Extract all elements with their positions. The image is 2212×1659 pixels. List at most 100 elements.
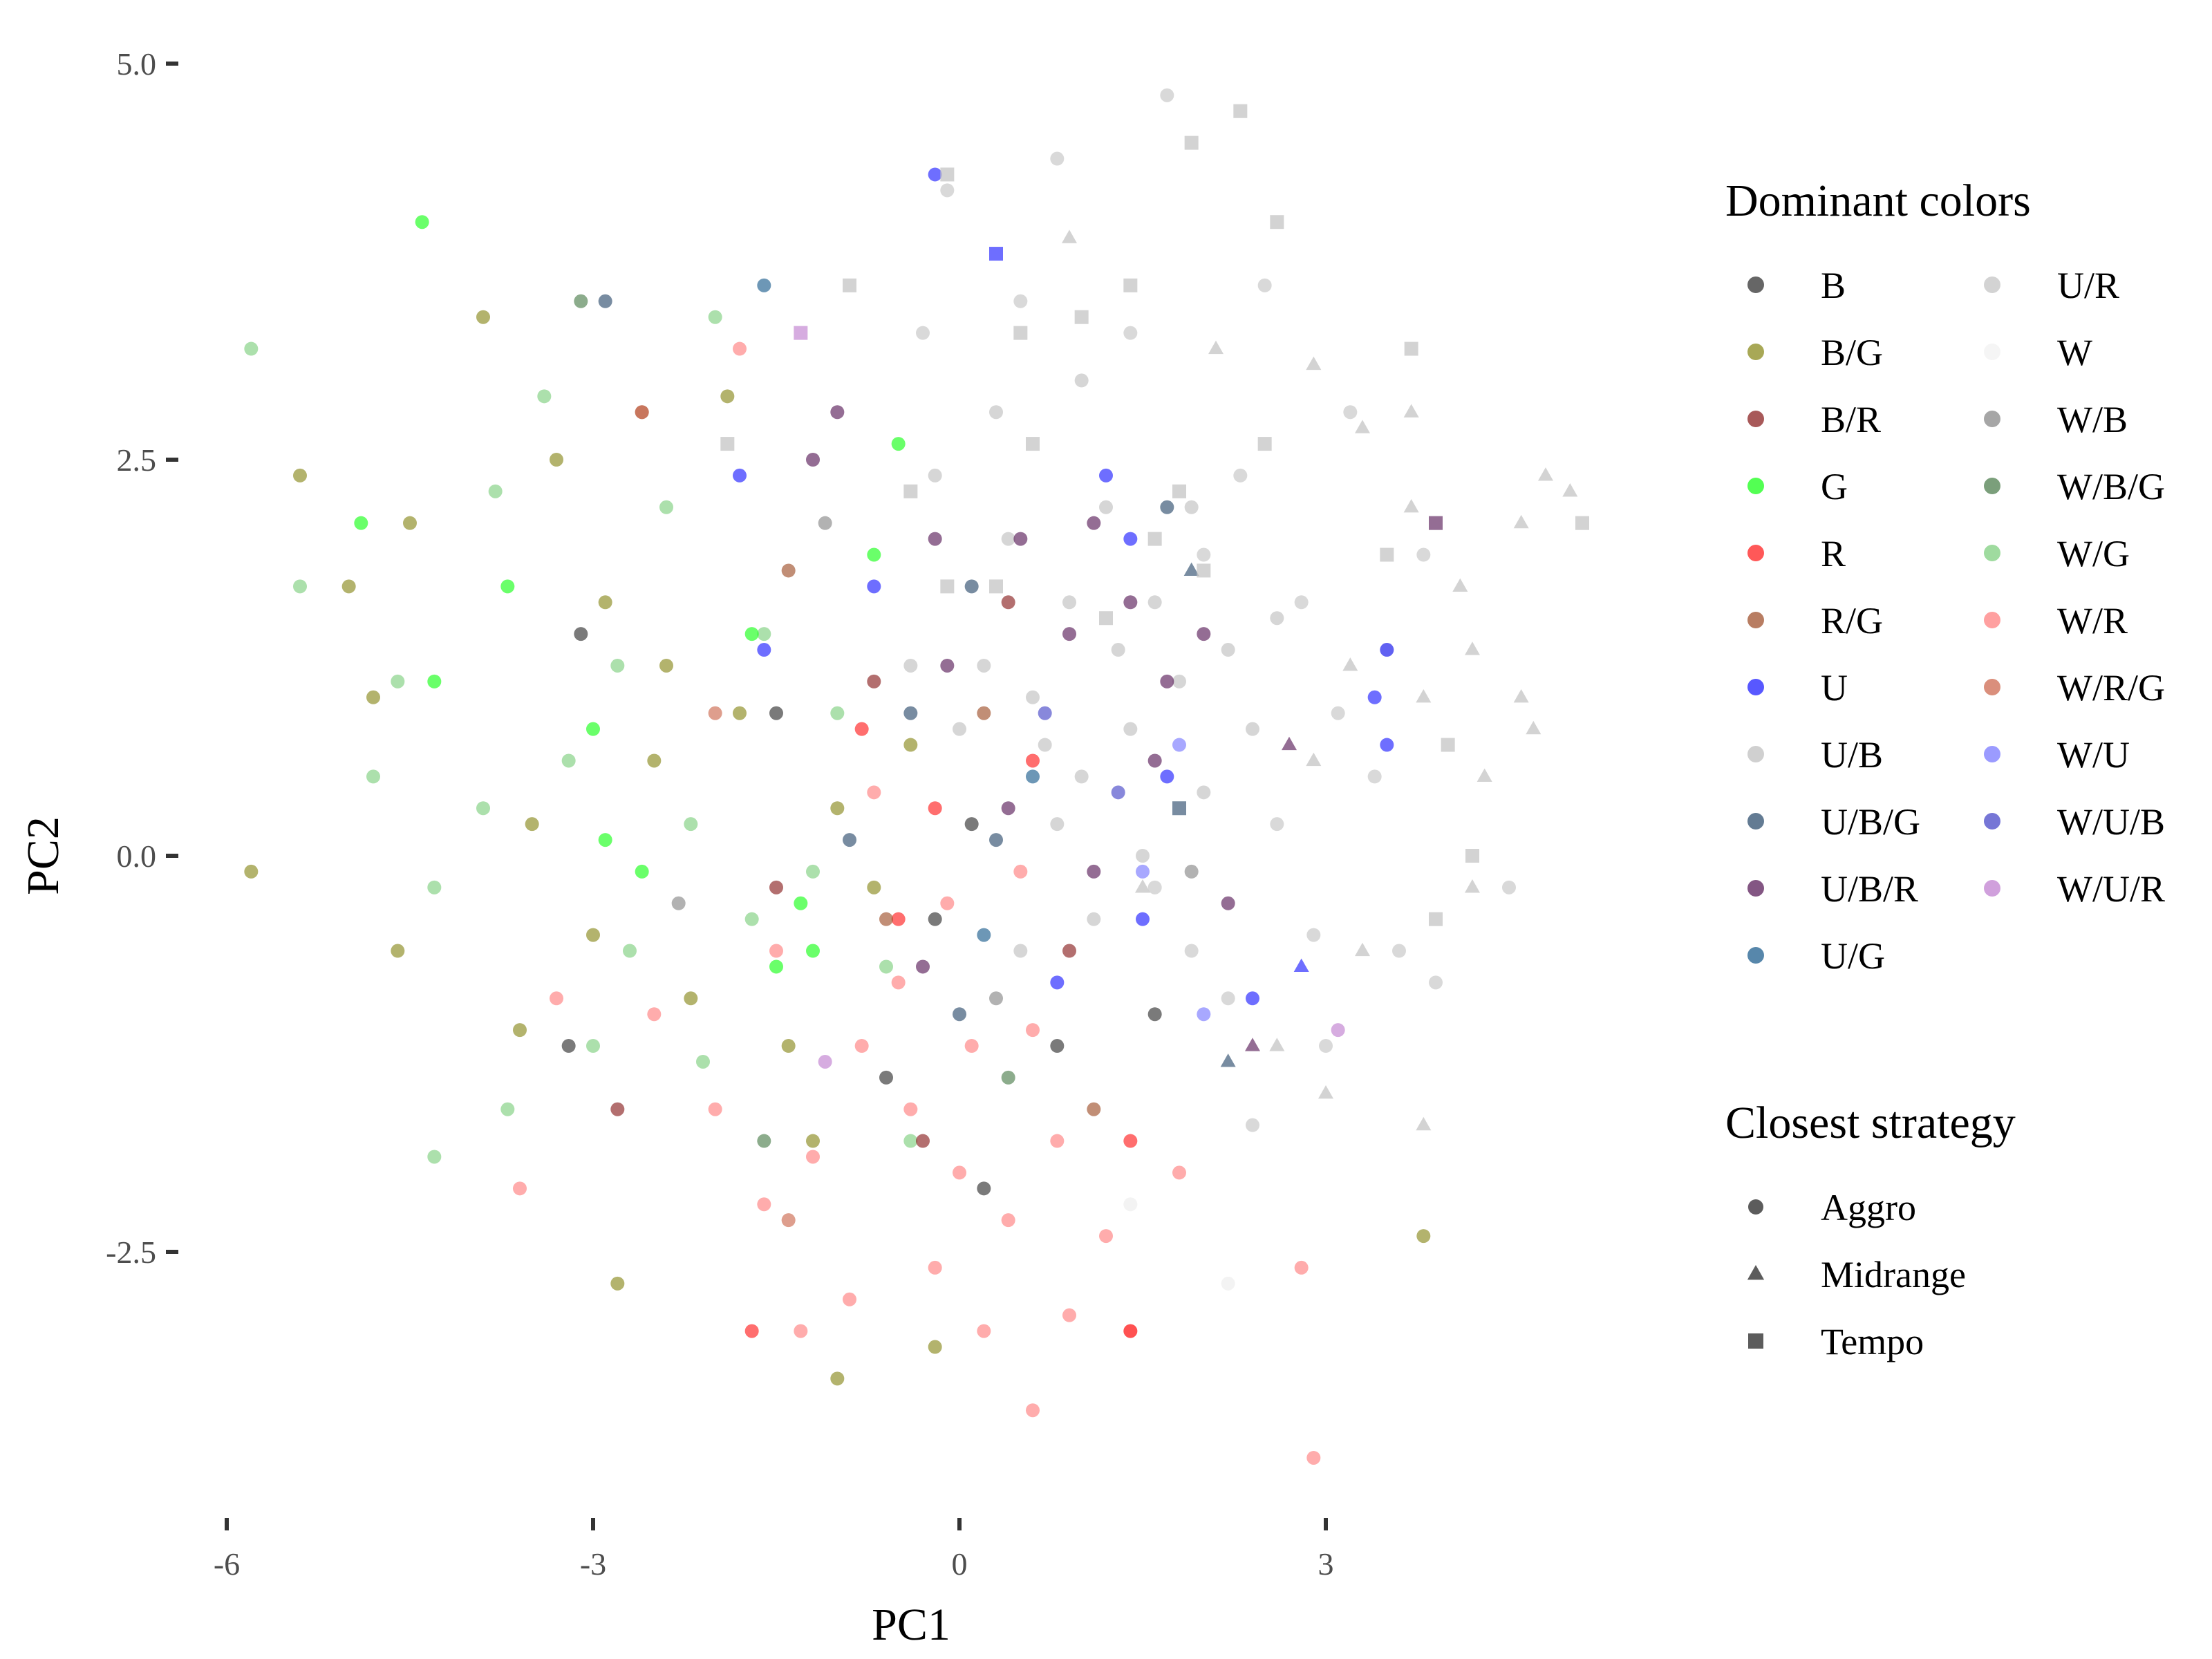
legend-colors-title: Dominant colors — [1725, 176, 2031, 226]
point-w-r — [928, 1260, 942, 1275]
point-b — [964, 817, 979, 832]
point-w-g — [757, 627, 771, 641]
legend-key-u-b — [1747, 746, 1764, 762]
legend-key-r — [1747, 545, 1764, 561]
point-u-b — [1050, 817, 1065, 832]
point-u — [1380, 738, 1394, 752]
point-u-r — [1160, 88, 1174, 102]
point-b-g — [806, 1134, 820, 1148]
point-w-r — [794, 1324, 808, 1338]
point-tempo — [1257, 437, 1272, 451]
point-tempo — [1184, 135, 1199, 150]
point-u-r — [1392, 944, 1406, 958]
y-tick-label: 0.0 — [117, 838, 157, 874]
point-tempo — [1465, 849, 1479, 863]
point-midrange — [1452, 578, 1468, 592]
point-u — [733, 468, 747, 482]
point-w-r — [1306, 1450, 1321, 1465]
point-u-b — [903, 658, 918, 673]
point-r-g — [977, 706, 991, 720]
legend-key-w-b-g — [1984, 478, 2000, 494]
point-u-b — [1074, 769, 1089, 784]
point-b-g — [341, 579, 356, 594]
point-u — [1099, 468, 1113, 482]
point-w-r — [769, 944, 783, 958]
point-u-r — [1123, 326, 1138, 340]
legend-key-u-g — [1747, 947, 1764, 964]
point-tempo — [1147, 532, 1162, 546]
point-w-r — [940, 896, 955, 910]
x-axis-title: PC1 — [872, 1600, 950, 1650]
point-u — [1246, 991, 1259, 1006]
y-axis-title: PC2 — [18, 816, 68, 895]
point-u — [867, 579, 881, 594]
legend-label: W/U — [2057, 734, 2130, 776]
point-u-b — [977, 658, 991, 673]
point-midrange — [1537, 467, 1554, 481]
legend-key-w-u-b — [1984, 813, 2000, 830]
point-r-g — [781, 563, 796, 578]
point-w-u — [1172, 738, 1186, 752]
point-r — [744, 1324, 759, 1338]
point-w-r — [843, 1292, 856, 1306]
point-w-r — [708, 1102, 722, 1116]
point-u-b — [1184, 500, 1199, 514]
point-tempo — [1441, 738, 1455, 752]
point-b-g — [903, 738, 918, 752]
point-r — [1123, 1134, 1138, 1148]
point-u-r — [1257, 278, 1272, 292]
point-u-r — [1343, 405, 1358, 420]
point-tempo — [940, 579, 955, 594]
point-w-r-g — [781, 1213, 796, 1228]
point-u-b — [1111, 643, 1125, 657]
point-midrange — [1061, 229, 1078, 243]
point-w-b-g — [574, 294, 588, 308]
point-u-b — [1038, 738, 1052, 752]
point-u-r — [1502, 880, 1516, 894]
point-u-b — [1136, 849, 1150, 863]
legend-key-w-u — [1984, 746, 2000, 762]
point-u-g — [757, 278, 771, 292]
point-w-r — [903, 1102, 918, 1116]
point-w-g — [696, 1054, 710, 1069]
point-w-r — [891, 975, 906, 990]
legend-key-u-r — [1984, 276, 2000, 293]
point-w-g — [500, 1102, 515, 1116]
point-w-r — [1062, 1308, 1076, 1322]
point-b-r — [769, 880, 783, 894]
y-tick-label: 2.5 — [117, 442, 157, 478]
point-b-g — [928, 1340, 942, 1354]
point-b-r — [1062, 944, 1076, 958]
legend-key-b-r — [1747, 411, 1764, 427]
point-u — [1123, 532, 1138, 546]
point-tempo — [1123, 278, 1138, 292]
legend-label: Tempo — [1821, 1321, 1924, 1362]
point-b-g — [781, 1039, 796, 1053]
point-w-r — [647, 1007, 662, 1022]
point-u-r — [1246, 1118, 1259, 1132]
point-u-r — [1197, 547, 1211, 562]
point-g — [867, 547, 881, 562]
point-w-r — [1001, 1213, 1015, 1228]
legend-key-u — [1747, 679, 1764, 695]
point-u-b-g — [598, 294, 612, 308]
point-b-g — [598, 595, 612, 610]
point-w-g — [391, 674, 405, 688]
point-g — [744, 627, 759, 641]
point-b-g — [684, 991, 698, 1006]
point-u-b — [1246, 722, 1259, 736]
point-g — [598, 833, 612, 847]
legend-key-tempo — [1748, 1333, 1763, 1349]
point-u-b — [1099, 500, 1113, 514]
point-b-g — [550, 453, 563, 467]
point-u-b-r — [916, 959, 930, 974]
point-u-b-r — [1147, 753, 1162, 768]
legend-label: W/R — [2057, 600, 2128, 641]
point-u-b — [1013, 944, 1028, 958]
point-w — [1221, 1276, 1235, 1291]
point-w-r-g — [708, 706, 722, 720]
point-b — [879, 1070, 893, 1085]
point-u-b — [1062, 595, 1076, 610]
point-u-r — [1367, 769, 1382, 784]
